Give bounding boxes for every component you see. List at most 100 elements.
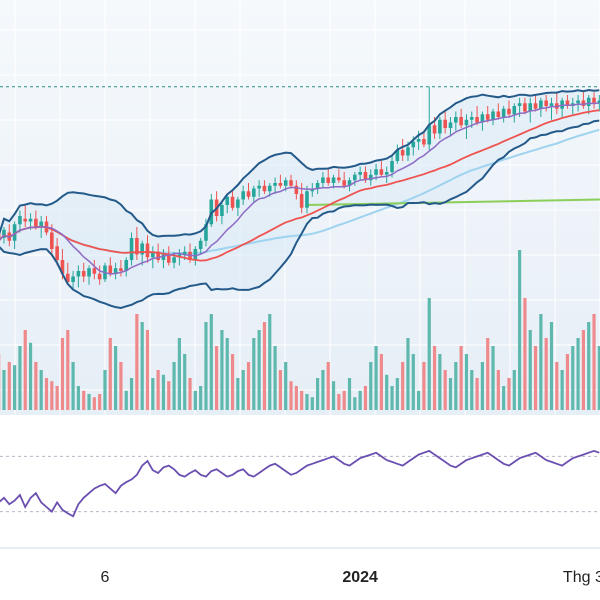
candle (55, 238, 59, 266)
volume-bar (209, 314, 213, 410)
candle (528, 97, 533, 123)
candle (400, 139, 405, 161)
candle (422, 130, 426, 148)
volume-bar (571, 346, 575, 410)
volume-bar (124, 390, 128, 410)
candle-body (39, 221, 43, 227)
candle (294, 180, 299, 200)
candle (448, 117, 453, 137)
candle (337, 169, 341, 183)
volume-bar (284, 362, 288, 410)
candle-body (81, 271, 86, 277)
candle-body (565, 100, 570, 106)
volume-bar (353, 397, 357, 410)
candle (395, 144, 400, 164)
candle (23, 205, 28, 227)
candle-body (337, 177, 341, 181)
volume-bar (55, 386, 59, 410)
volume-bar (401, 362, 405, 410)
candle-body (198, 240, 203, 249)
x-tick-label: 6 (101, 569, 110, 586)
bollinger-upper-line (0, 88, 600, 238)
volume-bar (39, 370, 43, 410)
x-axis: 6 2024 Thg 3 (101, 569, 600, 586)
volume-bar (369, 362, 373, 410)
candle-body (28, 218, 33, 222)
candle (342, 172, 346, 189)
candle-body (379, 169, 384, 175)
candle-body (140, 243, 144, 255)
volume-bar (98, 394, 102, 410)
candle-body (321, 177, 325, 183)
candle-body (262, 185, 267, 192)
volume-bar (103, 370, 107, 410)
volume-bar (28, 342, 33, 410)
candle-body (151, 251, 155, 258)
volume-bar (385, 374, 389, 410)
volume-bar (422, 362, 426, 410)
candle-body (97, 273, 102, 280)
candle (454, 111, 458, 131)
candle-body (454, 117, 458, 123)
candle (491, 108, 495, 126)
candle (512, 103, 517, 123)
candle-body (331, 177, 336, 183)
candle-body (368, 174, 373, 181)
candle (576, 95, 580, 112)
candle (97, 265, 102, 285)
candle-body (374, 169, 378, 175)
candle-body (576, 100, 580, 104)
candle (92, 260, 97, 280)
candle-body (539, 100, 543, 109)
volume-bar (321, 370, 325, 410)
candle-body (18, 216, 22, 225)
candle (198, 238, 203, 255)
candle-body (71, 276, 75, 282)
trend-line (306, 198, 600, 206)
candle-body (252, 188, 256, 197)
candle-body (523, 103, 527, 112)
candle-body (50, 232, 54, 249)
volume-bar (204, 322, 208, 410)
oscillator-line (0, 449, 600, 518)
volume-bar (326, 362, 330, 410)
volume-bar (108, 338, 112, 410)
candle-body (512, 106, 517, 115)
volume-panel (0, 250, 600, 410)
volume-bar (257, 330, 261, 410)
candle (326, 169, 331, 186)
volume-bar (331, 381, 336, 410)
candle-body (182, 251, 187, 255)
candle-body (480, 114, 485, 123)
candle-body (469, 117, 474, 120)
candle (363, 166, 368, 183)
candle (236, 196, 240, 216)
candle-body (390, 161, 394, 172)
volume-bar (347, 378, 352, 410)
candle (71, 271, 75, 291)
candle-body (464, 119, 469, 126)
candle-body (12, 224, 17, 241)
volume-bar (496, 370, 500, 410)
candle (597, 95, 600, 112)
volume-bar (2, 370, 6, 410)
volume-bar (454, 362, 458, 410)
volume-bar (268, 314, 272, 410)
volume-bar (300, 390, 304, 410)
bollinger-band-fill (0, 90, 600, 308)
candle-body (528, 103, 533, 112)
candle-body (257, 185, 261, 189)
volume-bar (337, 394, 341, 410)
volume-bar (475, 378, 479, 410)
candle-body (491, 111, 495, 120)
candle-body (135, 238, 139, 255)
volume-bar (188, 378, 192, 410)
volume-bar (310, 397, 314, 410)
volume-bar (135, 314, 139, 410)
candle-body (411, 141, 416, 148)
volume-bar (241, 370, 245, 410)
volume-bar (581, 330, 585, 410)
candle (262, 180, 267, 194)
candle-body (204, 224, 208, 241)
volume-bar (432, 346, 437, 410)
